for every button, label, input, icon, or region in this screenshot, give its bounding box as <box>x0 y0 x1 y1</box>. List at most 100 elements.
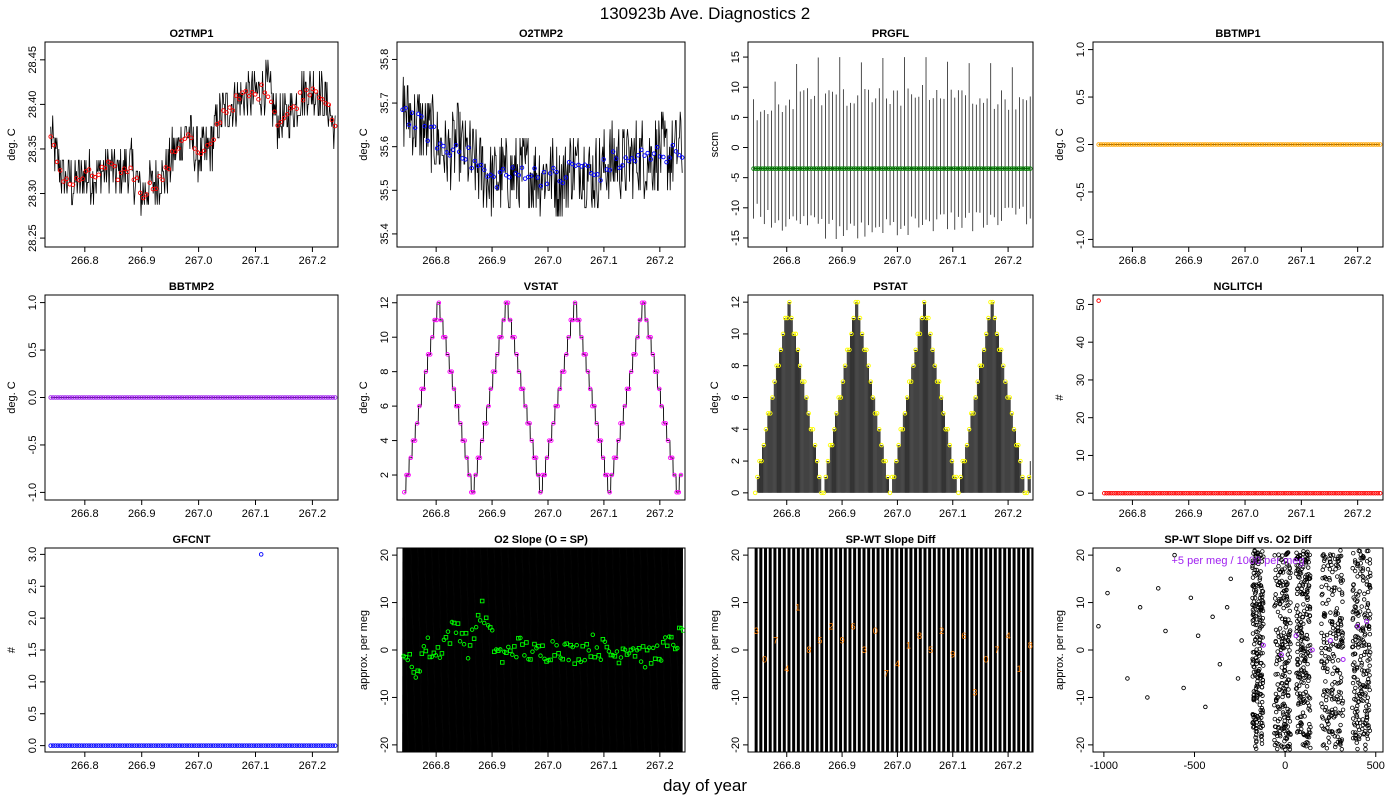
data-point <box>1260 589 1266 594</box>
data-point <box>559 369 565 374</box>
data-point <box>1354 740 1359 745</box>
data-point <box>1303 656 1308 661</box>
data-point <box>55 395 61 400</box>
data-point <box>244 743 249 748</box>
data-point <box>299 743 304 748</box>
data-point <box>1304 558 1309 563</box>
data-point <box>1273 627 1279 633</box>
data-label: 5 <box>928 645 933 655</box>
data-point <box>1337 554 1343 559</box>
data-point <box>1304 552 1310 557</box>
plot-area <box>1096 548 1373 752</box>
data-point <box>1368 650 1373 655</box>
data-point <box>1329 643 1334 648</box>
data-point <box>1295 603 1300 608</box>
data-point <box>1332 556 1338 562</box>
data-point <box>422 123 427 129</box>
figure-xlabel: day of year <box>663 776 747 795</box>
data-point <box>631 352 636 357</box>
data-point <box>1287 640 1292 645</box>
data-point <box>1337 142 1343 147</box>
data-bar <box>834 548 838 752</box>
data-point <box>503 300 509 306</box>
data-point <box>481 620 487 626</box>
data-point <box>1279 665 1284 670</box>
data-bar <box>989 548 993 752</box>
data-point <box>1339 739 1344 744</box>
y-tick-label: -20 <box>1075 737 1087 753</box>
data-point <box>263 395 269 400</box>
data-point <box>1367 583 1372 588</box>
data-point <box>1366 624 1372 629</box>
data-point <box>986 315 991 321</box>
data-point <box>299 395 304 400</box>
data-bar <box>937 548 941 752</box>
data-point <box>108 743 113 748</box>
data-point <box>300 97 306 103</box>
data-point <box>1259 699 1265 705</box>
data-point <box>144 743 149 748</box>
data-point <box>1364 579 1369 584</box>
y-tick-label: -1.0 <box>27 483 39 502</box>
data-point <box>144 395 149 400</box>
data-point <box>301 395 307 400</box>
data-point <box>1319 658 1324 664</box>
y-axis-label: deg. C <box>6 381 18 413</box>
data-point <box>311 395 316 400</box>
data-point <box>944 166 949 171</box>
data-point <box>512 334 517 340</box>
data-point <box>669 634 674 640</box>
data-point <box>1212 142 1217 147</box>
data-point <box>1273 602 1278 608</box>
data-point <box>187 395 192 400</box>
data-point <box>1272 553 1277 558</box>
data-point <box>914 166 919 171</box>
plot-frame <box>1092 294 1384 501</box>
data-point <box>598 657 604 663</box>
data-point <box>1367 673 1372 678</box>
y-tick-label: 10 <box>730 81 742 93</box>
data-label: 3 <box>754 626 759 636</box>
data-point <box>160 395 166 400</box>
data-point <box>457 639 463 644</box>
data-label: 0 <box>873 626 878 636</box>
data-point <box>1351 551 1356 556</box>
x-tick-label: 266.8 <box>422 760 450 772</box>
y-axis-label: deg. C <box>358 381 370 413</box>
y-tick-label: 10 <box>379 596 391 608</box>
data-point <box>427 352 433 357</box>
data-point <box>1279 578 1284 584</box>
data-point <box>64 176 69 181</box>
data-point <box>677 625 682 631</box>
data-point <box>230 108 236 113</box>
data-point <box>1259 741 1265 746</box>
data-point <box>842 363 848 368</box>
data-point <box>187 743 192 748</box>
x-tick-label: 267.2 <box>1344 508 1372 520</box>
data-bar <box>773 548 777 752</box>
data-point <box>1011 427 1017 432</box>
data-point <box>48 395 53 400</box>
y-tick-label: -15 <box>730 230 742 246</box>
data-point <box>632 158 638 164</box>
data-point <box>434 317 439 323</box>
data-point <box>1194 490 1200 496</box>
data-point <box>1277 716 1283 722</box>
data-point <box>992 315 998 321</box>
data-point <box>249 743 254 748</box>
data-point <box>1250 712 1256 718</box>
data-point <box>1351 587 1356 592</box>
data-point <box>1333 567 1338 572</box>
data-point <box>1330 569 1335 575</box>
data-point <box>767 411 773 416</box>
data-point <box>323 743 328 748</box>
data-point <box>1322 611 1328 617</box>
data-point <box>855 166 861 171</box>
data-point <box>120 395 125 400</box>
data-point <box>1105 590 1110 596</box>
data-point <box>129 395 135 400</box>
data-point <box>902 411 908 416</box>
data-point <box>122 743 128 748</box>
data-point <box>870 395 876 400</box>
data-point <box>1357 657 1363 663</box>
